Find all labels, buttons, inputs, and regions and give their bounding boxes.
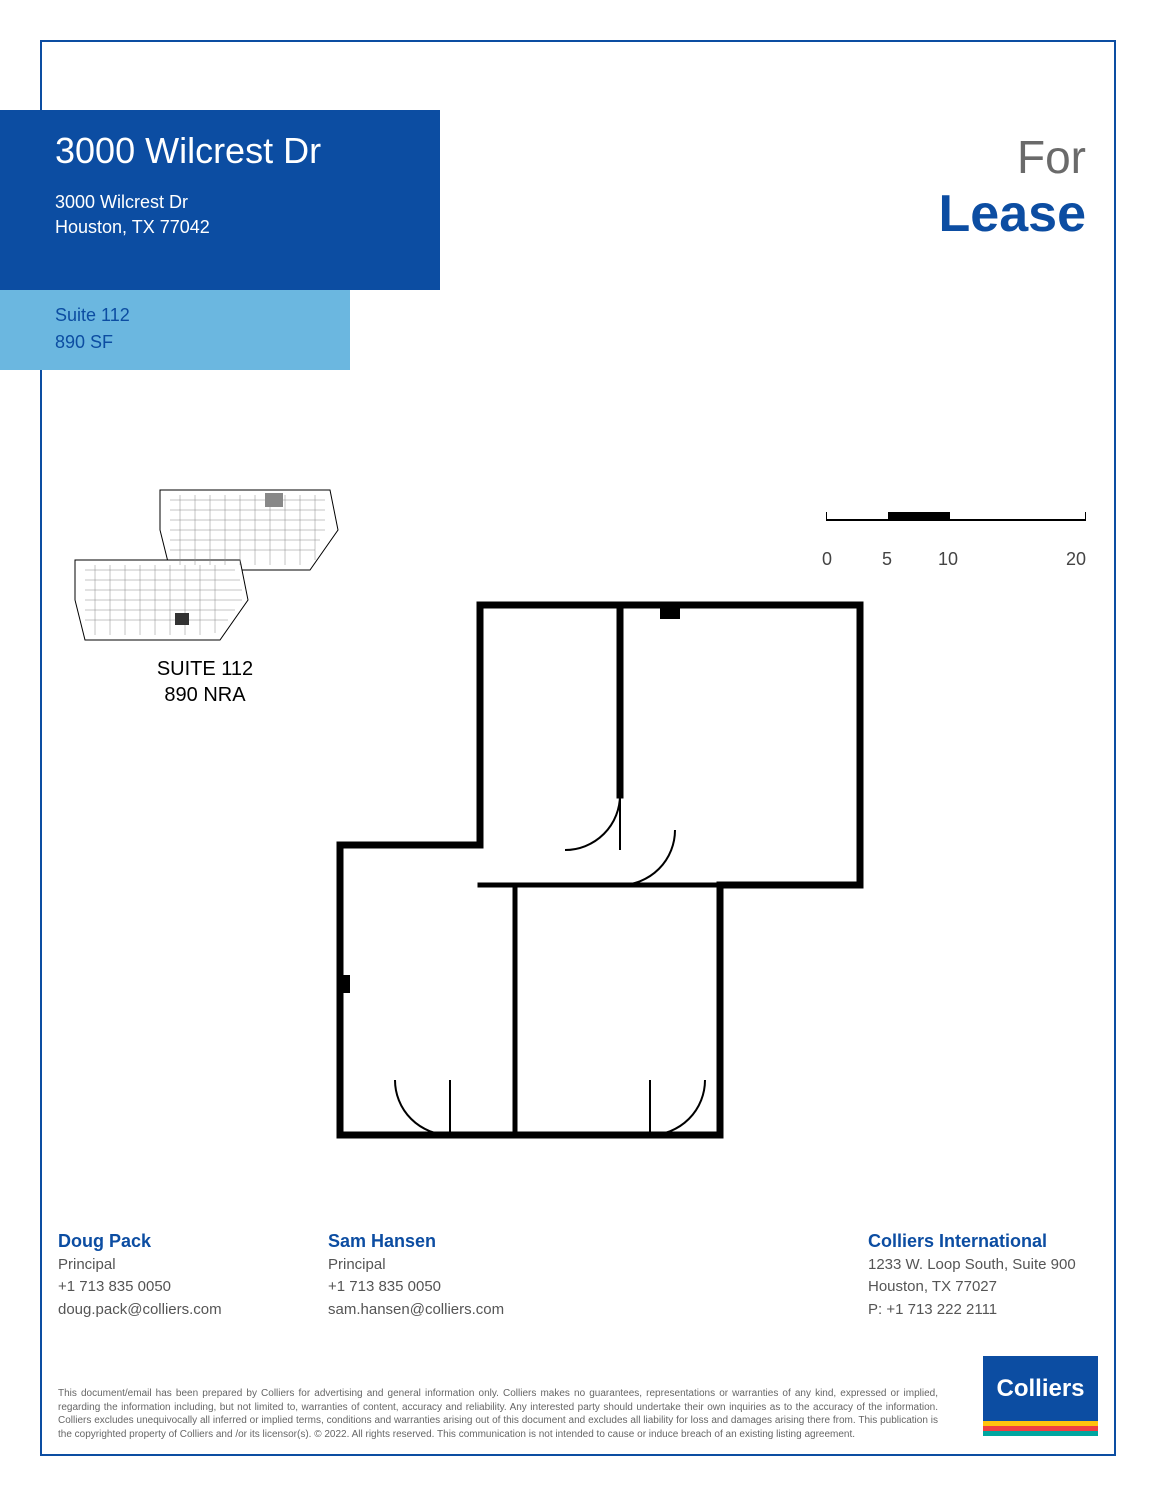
- scale-bar-graphic: [826, 500, 1086, 540]
- key-plan-nra: 890 NRA: [70, 682, 340, 708]
- suite-info-band: Suite 112 890 SF: [0, 290, 350, 370]
- address-line-1: 3000 Wilcrest Dr: [55, 190, 420, 215]
- contact-2-name: Sam Hansen: [328, 1231, 558, 1252]
- contact-2-email: sam.hansen@colliers.com: [328, 1299, 558, 1322]
- property-title: 3000 Wilcrest Dr: [55, 130, 420, 172]
- contact-1: Doug Pack Principal +1 713 835 0050 doug…: [58, 1231, 288, 1322]
- scale-tick-0: 0: [822, 549, 832, 570]
- scale-tick-10: 10: [938, 549, 958, 570]
- contacts-row: Doug Pack Principal +1 713 835 0050 doug…: [58, 1231, 1098, 1322]
- suite-sf: 890 SF: [55, 329, 330, 356]
- contact-2: Sam Hansen Principal +1 713 835 0050 sam…: [328, 1231, 558, 1322]
- company-addr-2: Houston, TX 77027: [868, 1276, 1098, 1299]
- scale-tick-5: 5: [882, 549, 892, 570]
- company-addr-1: 1233 W. Loop South, Suite 900: [868, 1254, 1098, 1277]
- company-phone: P: +1 713 222 2111: [868, 1299, 1098, 1322]
- company-block: Colliers International 1233 W. Loop Sout…: [868, 1231, 1098, 1322]
- colliers-logo: Colliers: [983, 1356, 1098, 1441]
- contact-1-title: Principal: [58, 1254, 288, 1277]
- listing-lease: Lease: [939, 184, 1086, 244]
- logo-stripes: [983, 1421, 1098, 1436]
- key-plan-suite: SUITE 112: [70, 656, 340, 682]
- logo-stripe-teal: [983, 1431, 1098, 1436]
- scale-labels: 0 5 10 20: [826, 549, 1086, 571]
- key-plan-label: SUITE 112 890 NRA: [70, 656, 340, 708]
- floor-plan: [320, 595, 880, 1155]
- scale-tick-20: 20: [1066, 549, 1086, 570]
- header-title-block: 3000 Wilcrest Dr 3000 Wilcrest Dr Housto…: [0, 110, 440, 290]
- logo-text: Colliers: [983, 1356, 1098, 1421]
- listing-for: For: [939, 130, 1086, 184]
- disclaimer-text: This document/email has been prepared by…: [58, 1387, 938, 1441]
- scale-bar: 0 5 10 20: [826, 500, 1086, 571]
- key-plan-graphic: [70, 485, 340, 645]
- address-line-2: Houston, TX 77042: [55, 215, 420, 240]
- contact-1-phone: +1 713 835 0050: [58, 1276, 288, 1299]
- contact-1-name: Doug Pack: [58, 1231, 288, 1252]
- listing-type: For Lease: [939, 130, 1086, 244]
- contact-2-title: Principal: [328, 1254, 558, 1277]
- contact-1-email: doug.pack@colliers.com: [58, 1299, 288, 1322]
- floor-plan-graphic: [320, 595, 880, 1155]
- company-name: Colliers International: [868, 1231, 1098, 1252]
- suite-number: Suite 112: [55, 302, 330, 329]
- key-plan: SUITE 112 890 NRA: [70, 485, 340, 708]
- contact-2-phone: +1 713 835 0050: [328, 1276, 558, 1299]
